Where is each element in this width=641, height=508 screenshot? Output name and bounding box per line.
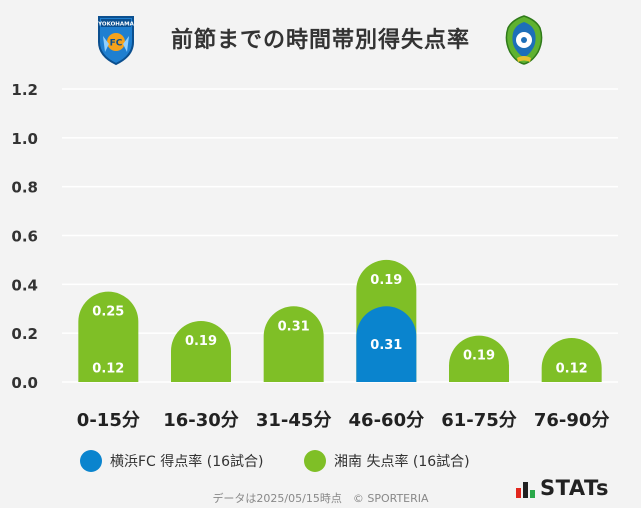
legend-label: 湘南 失点率 (16試合) bbox=[334, 454, 470, 470]
bar-green bbox=[263, 306, 324, 382]
data-label-green: 0.19 bbox=[370, 273, 402, 288]
y-tick-label: 0.4 bbox=[11, 276, 38, 294]
y-tick-label: 1.2 bbox=[11, 81, 38, 99]
crest-text: YOKOHAMA bbox=[97, 22, 134, 28]
data-label-blue: 0.12 bbox=[92, 361, 124, 376]
bar-green bbox=[449, 335, 509, 382]
bar-green bbox=[541, 338, 602, 382]
y-tick-label: 1.0 bbox=[11, 130, 38, 148]
data-label-blue: 0.12 bbox=[556, 361, 588, 376]
legend-item-shonan: 湘南 失点率 (16試合) bbox=[304, 450, 470, 472]
legend-swatch-blue bbox=[80, 450, 102, 472]
x-tick-label: 46-60分 bbox=[349, 410, 425, 431]
bar-green bbox=[171, 320, 232, 382]
data-label-green: 0.31 bbox=[278, 319, 310, 334]
data-label-blue: 0.31 bbox=[370, 338, 402, 353]
bar-blue bbox=[356, 306, 417, 382]
yokohama-fc-crest-icon: YOKOHAMA FC bbox=[97, 16, 135, 66]
x-tick-label: 0-15分 bbox=[77, 410, 140, 431]
data-label-green: 0.19 bbox=[185, 334, 217, 349]
chart-title: 前節までの時間帯別得失点率 bbox=[170, 28, 470, 53]
y-tick-label: 0.6 bbox=[11, 228, 38, 246]
x-tick-label: 61-75分 bbox=[441, 410, 517, 431]
stats-bars-icon bbox=[516, 482, 535, 498]
y-tick-label: 0.8 bbox=[11, 179, 38, 197]
legend-swatch-green bbox=[304, 450, 326, 472]
stats-brand-text: STATs bbox=[540, 476, 609, 500]
x-tick-label: 16-30分 bbox=[163, 410, 239, 431]
x-tick-label: 76-90分 bbox=[534, 410, 610, 431]
x-tick-label: 31-45分 bbox=[256, 410, 332, 431]
data-footer: データは2025/05/15時点 © SPORTERIA bbox=[212, 492, 429, 505]
crest-badge: FC bbox=[110, 39, 123, 49]
legend-item-yokohama: 横浜FC 得点率 (16試合) bbox=[80, 450, 263, 472]
data-label-green: 0.25 bbox=[92, 305, 124, 320]
y-tick-label: 0.2 bbox=[11, 325, 38, 343]
bar-green bbox=[78, 291, 139, 382]
stats-logo: STATs bbox=[516, 476, 609, 500]
y-tick-label: 0.0 bbox=[11, 374, 38, 392]
data-label-green: 0.19 bbox=[463, 349, 495, 364]
shonan-bellmare-crest-icon bbox=[505, 15, 543, 65]
legend-label: 横浜FC 得点率 (16試合) bbox=[110, 454, 264, 470]
